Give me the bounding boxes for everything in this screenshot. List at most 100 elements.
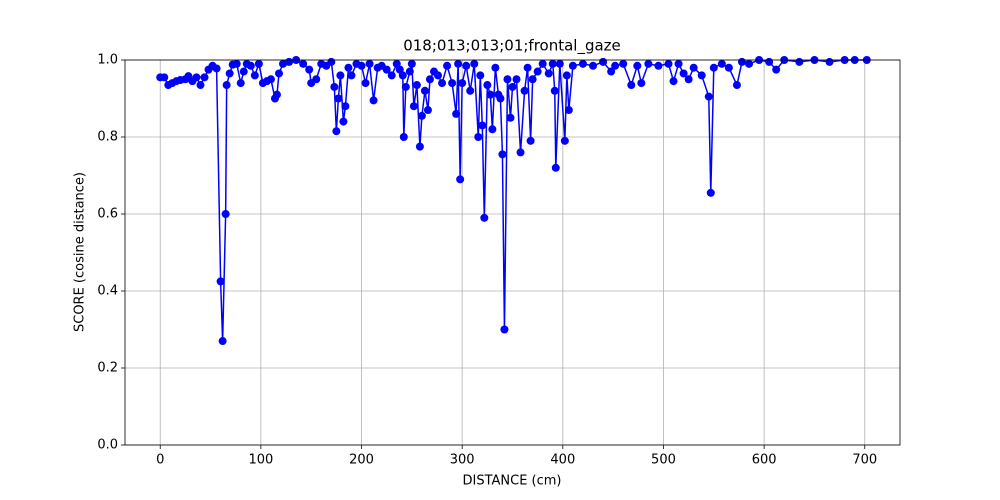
data-point (478, 121, 487, 130)
data-point (398, 71, 407, 80)
data-point (664, 59, 673, 68)
data-point (246, 61, 255, 70)
data-point (423, 106, 432, 115)
data-point (480, 213, 489, 222)
data-point (365, 59, 374, 68)
data-point (438, 79, 447, 88)
data-point (405, 67, 414, 76)
data-point (332, 127, 341, 136)
data-point (347, 71, 356, 80)
data-point (526, 136, 535, 145)
data-point (312, 75, 321, 84)
data-point (550, 86, 559, 95)
data-point (330, 82, 339, 91)
data-point (520, 86, 529, 95)
data-point (724, 63, 733, 72)
data-point (336, 71, 345, 80)
data-point (254, 59, 263, 68)
data-point (327, 57, 336, 66)
data-point (412, 81, 421, 90)
data-point (674, 59, 683, 68)
data-point (503, 75, 512, 84)
data-point (361, 79, 370, 88)
x-axis-label: DISTANCE (cm) (462, 474, 561, 489)
x-tick-label: 0 (156, 453, 164, 468)
data-point (387, 71, 396, 80)
y-tick-label: 0.8 (97, 130, 118, 145)
data-point (611, 61, 620, 70)
data-point (417, 111, 426, 120)
data-point (192, 73, 201, 82)
data-point (225, 69, 234, 78)
data-point (717, 59, 726, 68)
data-point (299, 59, 308, 68)
data-point (491, 63, 500, 72)
data-point (654, 61, 663, 70)
data-point (486, 90, 495, 99)
data-line (160, 59, 867, 342)
data-point (679, 69, 688, 78)
data-point (689, 63, 698, 72)
data-point (483, 81, 492, 90)
data-point (498, 150, 507, 159)
data-point (305, 65, 314, 74)
data-point (500, 325, 509, 334)
data-point (369, 96, 378, 105)
data-point (533, 67, 542, 76)
data-point (496, 94, 505, 103)
data-point (633, 61, 642, 70)
data-point (516, 148, 525, 157)
data-point (476, 71, 485, 80)
data-point (344, 63, 353, 72)
x-tick-label: 500 (651, 453, 676, 468)
data-point (551, 163, 560, 172)
x-tick-label: 600 (752, 453, 777, 468)
data-point (279, 59, 288, 68)
data-point (589, 61, 598, 70)
y-tick-label: 0.0 (97, 438, 118, 453)
data-point (221, 210, 230, 218)
data-point (599, 57, 608, 66)
data-point (334, 94, 343, 103)
data-point (274, 69, 283, 78)
y-tick-label: 0.4 (97, 284, 118, 299)
data-point (538, 59, 547, 68)
data-point (732, 81, 741, 90)
data-point (399, 133, 408, 141)
data-point (250, 71, 259, 80)
data-point (562, 71, 571, 80)
y-tick-label: 1.0 (97, 53, 118, 68)
data-point (772, 65, 781, 74)
data-point (765, 57, 774, 66)
data-point (196, 81, 205, 90)
data-point (619, 59, 628, 68)
data-point (357, 61, 366, 70)
data-point (401, 82, 410, 91)
data-point (448, 79, 457, 88)
data-point (528, 75, 537, 84)
data-point (407, 59, 416, 68)
data-point (488, 125, 497, 134)
data-point (160, 73, 169, 82)
data-point (568, 61, 577, 70)
data-point (272, 90, 281, 99)
data-point (239, 67, 248, 76)
plot-frame (124, 59, 901, 446)
chart-title: 018;013;013;01;frontal_gaze (403, 37, 621, 56)
data-point (452, 109, 461, 118)
data-point (456, 175, 465, 184)
data-point (560, 136, 569, 145)
data-point (548, 59, 557, 68)
data-point (737, 57, 746, 66)
data-point (466, 86, 475, 95)
data-point (266, 75, 275, 84)
data-point (236, 79, 245, 88)
x-tick-label: 300 (450, 453, 475, 468)
data-point (706, 188, 715, 197)
data-point (443, 61, 452, 70)
data-point (285, 57, 294, 66)
data-point (555, 59, 564, 68)
data-point (409, 102, 418, 111)
data-point (564, 106, 573, 115)
